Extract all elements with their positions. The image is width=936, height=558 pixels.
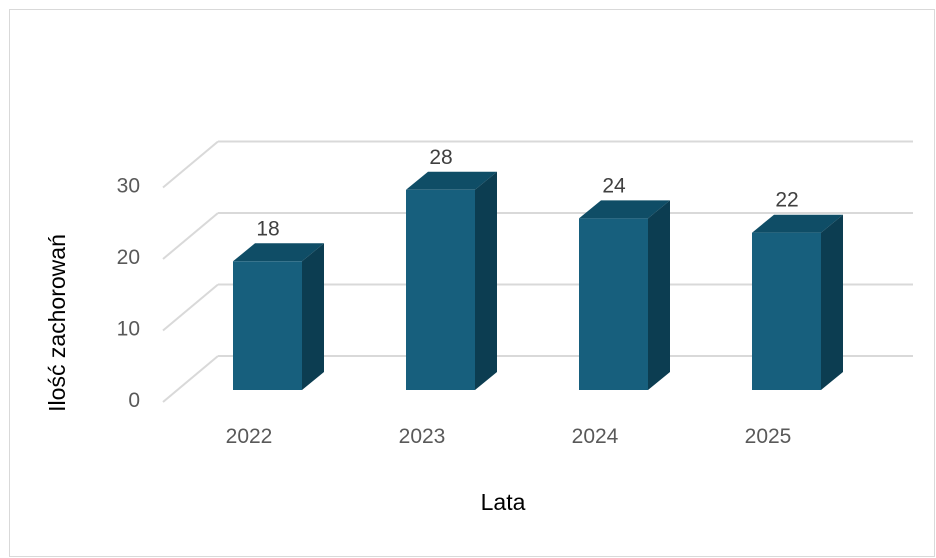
gridline-diagonal: [162, 355, 219, 403]
data-labels: 18 28 24 22: [256, 146, 798, 241]
y-tick-label: 0: [128, 389, 140, 412]
data-label: 24: [602, 174, 626, 197]
bar-top-face: [752, 214, 843, 233]
y-tick-label: 20: [117, 246, 140, 269]
x-axis-title: Lata: [481, 489, 526, 515]
y-tick-label: 30: [117, 175, 140, 198]
x-tick-label: 2022: [226, 425, 273, 448]
bar-front-face: [406, 189, 475, 390]
bar-front-face: [752, 232, 821, 390]
x-axis-ticks: 2022 2023 2024 2025: [226, 425, 792, 448]
y-axis-title: Ilość zachorowań: [44, 234, 70, 412]
bars: [233, 171, 843, 390]
bar-2025: [752, 214, 843, 390]
bar-front-face: [233, 261, 302, 390]
gridline-diagonal: [162, 283, 219, 332]
bar-side-face: [821, 214, 843, 390]
bar-2022: [233, 243, 324, 390]
bar-top-face: [579, 200, 670, 219]
y-tick-label: 10: [117, 318, 140, 341]
gridline-diagonal: [162, 212, 219, 260]
bar-side-face: [475, 171, 497, 390]
y-axis-ticks: 0 10 20 30: [117, 175, 140, 413]
x-tick-label: 2024: [572, 425, 619, 448]
bar-2024: [579, 200, 670, 390]
bar-2023: [406, 171, 497, 390]
gridline-diagonal: [162, 140, 219, 189]
data-label: 28: [429, 146, 452, 169]
bar-top-face: [406, 171, 497, 190]
bar-top-face: [233, 243, 324, 262]
x-tick-label: 2025: [745, 425, 792, 448]
bar-side-face: [648, 200, 670, 390]
bar-side-face: [302, 243, 324, 390]
bar-front-face: [579, 218, 648, 390]
data-label: 22: [775, 189, 798, 212]
x-tick-label: 2023: [399, 425, 446, 448]
data-label: 18: [256, 217, 279, 240]
